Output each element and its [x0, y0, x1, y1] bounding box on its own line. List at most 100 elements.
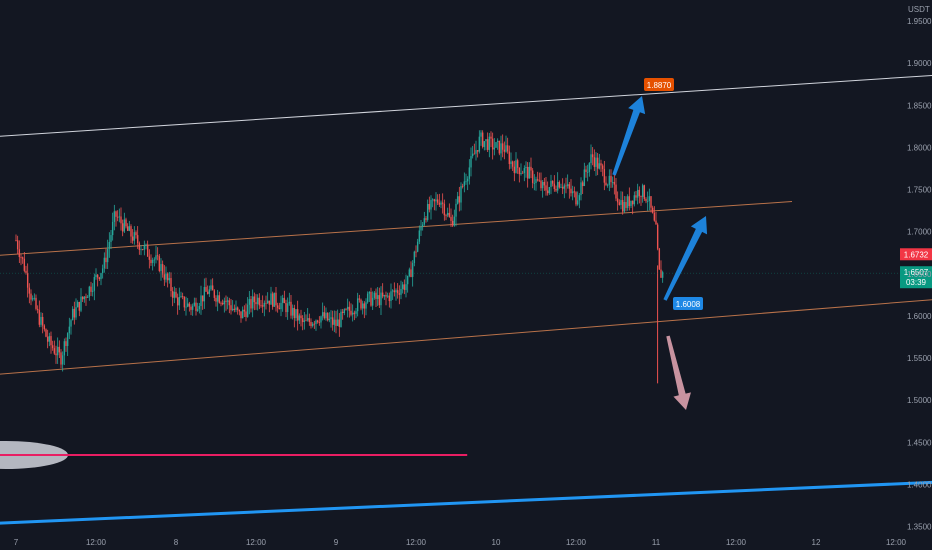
candle-body: [436, 199, 439, 203]
candle-body: [268, 300, 271, 305]
candle-body: [111, 221, 114, 236]
candle-body: [380, 292, 382, 306]
candle-body: [178, 296, 181, 306]
candle-body: [211, 285, 214, 291]
candle-body: [510, 161, 512, 165]
candle-body: [216, 295, 219, 302]
candle-body: [631, 200, 634, 205]
candle-body: [555, 188, 557, 191]
candle-body: [411, 263, 414, 277]
candle-body: [531, 170, 534, 184]
candle-body: [236, 307, 239, 311]
candle-body: [466, 178, 469, 182]
candle-body: [208, 289, 211, 294]
y-tick-label: 1.5000: [907, 396, 932, 405]
candle-body: [305, 320, 307, 322]
candle-body: [96, 274, 99, 278]
candle-body: [533, 182, 536, 184]
candle-body: [656, 224, 659, 249]
candle-body: [35, 297, 37, 309]
candle-body: [576, 200, 579, 205]
candle-body: [241, 309, 244, 319]
candle-body: [45, 329, 47, 337]
candle-body: [463, 181, 466, 187]
candle-body: [253, 296, 256, 303]
candle-body: [506, 145, 509, 152]
candle-body: [203, 287, 206, 302]
candle-body: [645, 198, 647, 202]
candle-body: [306, 318, 309, 321]
candle-body: [516, 160, 519, 168]
candle-body: [625, 202, 627, 208]
candle-body: [333, 319, 336, 325]
candle-body: [41, 316, 44, 326]
candle-body: [546, 190, 549, 194]
candle-body: [33, 297, 36, 299]
candle-body: [453, 216, 456, 226]
candle-body: [633, 195, 636, 205]
x-tick-label: 12:00: [726, 538, 747, 547]
candle-body: [541, 181, 544, 189]
candle-body: [508, 151, 511, 165]
candle-body: [583, 169, 586, 187]
candle-body: [265, 302, 267, 304]
candle-body: [470, 156, 472, 168]
x-tick-label: 8: [174, 538, 179, 547]
candle-body: [461, 186, 464, 187]
candle-body: [593, 157, 596, 167]
candle-body: [580, 182, 582, 196]
candle-body: [451, 220, 454, 226]
candle-body: [361, 303, 364, 309]
candle-body: [78, 301, 81, 311]
candle-body: [291, 307, 294, 316]
candle-body: [135, 232, 137, 236]
candle-body: [226, 300, 229, 302]
candle-body: [56, 346, 59, 356]
candle-body: [536, 179, 539, 181]
candle-body: [255, 302, 257, 305]
candle-body: [315, 320, 317, 324]
candle-body: [138, 243, 141, 250]
candle-body: [166, 273, 169, 281]
y-tick-label: 1.5500: [907, 354, 932, 363]
candle-body: [341, 311, 344, 314]
candle-body: [296, 309, 299, 321]
candle-body: [275, 292, 277, 306]
candle-body: [421, 224, 424, 227]
candle-body: [295, 309, 297, 318]
candle-body: [551, 180, 554, 184]
candle-body: [416, 241, 419, 252]
candle-body: [600, 163, 602, 166]
candle-body: [183, 296, 186, 308]
candle-body: [266, 300, 269, 304]
candle-body: [40, 316, 42, 325]
candle-body: [131, 236, 134, 241]
candle-body: [311, 323, 314, 327]
candle-body: [635, 195, 637, 198]
y-tick-label: 1.8500: [907, 101, 932, 110]
candle-body: [245, 311, 247, 317]
arrow-annotations[interactable]: [606, 93, 715, 412]
price-axis[interactable]: USDT 1.9500 1.9000 1.8500 1.8000 1.7500 1.700…: [907, 5, 932, 532]
time-axis[interactable]: 7 12:00 8 12:00 9 12:00 10 12:00 11 12:00 12 12:00: [14, 538, 907, 547]
candle-body: [53, 348, 56, 354]
candle-body: [446, 212, 449, 216]
drawing-tools[interactable]: [0, 74, 932, 525]
candle-body: [316, 320, 319, 323]
candle-body: [91, 290, 94, 292]
currency-label: USDT: [908, 5, 930, 14]
candle-body: [215, 297, 217, 302]
candle-body: [71, 308, 74, 321]
candle-body: [563, 185, 566, 189]
candle-body: [26, 272, 29, 288]
x-tick-label: 9: [334, 538, 339, 547]
candle-body: [46, 336, 49, 342]
candle-body: [171, 291, 174, 298]
candle-body: [425, 218, 427, 220]
candle-body: [303, 320, 306, 323]
candle-body: [608, 175, 611, 185]
candle-body: [38, 309, 41, 325]
candle-body: [150, 259, 152, 264]
candle-body: [523, 168, 526, 174]
